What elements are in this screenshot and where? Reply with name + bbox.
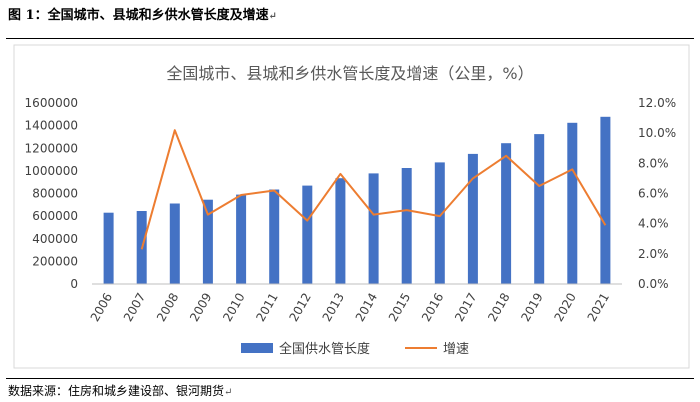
bottom-rule [6,378,694,379]
y-left-tick-label: 800000 [32,187,78,201]
bar-2014 [368,173,379,284]
line-series [140,129,607,250]
y-right-tick-label: 2.0% [638,247,669,261]
legend: 全国供水管长度 增速 [241,341,469,357]
legend-line-label: 增速 [443,342,469,357]
y-left-tick-label: 0 [70,277,78,291]
bar-2013 [335,178,346,284]
bar-2018 [501,143,512,284]
bar-2021 [600,116,611,284]
chart-title: 全国城市、县城和乡供水管长度及增速（公里，%） [166,64,533,83]
y-right-tick-label: 0.0% [638,277,669,291]
y-left-tick-label: 1000000 [25,164,78,178]
y-right-tick-label: 8.0% [638,156,669,170]
bar-2009 [202,199,213,284]
bar-2011 [269,189,280,284]
bar-2020 [567,122,578,284]
bar-2017 [467,153,478,284]
bar-2016 [434,162,445,284]
y-left-tick-label: 200000 [32,254,78,268]
paragraph-mark-icon: ↵ [224,387,233,398]
y-left-tick-label: 1200000 [25,141,78,155]
y-right-tick-label: 12.0% [638,96,676,110]
figure-caption-text: 图 1：全国城市、县城和乡供水管长度及增速 [8,8,269,23]
source-note: 数据来源：住房和城乡建设部、银河期货↵ [8,382,232,399]
bar-2008 [169,203,180,284]
figure-caption: 图 1：全国城市、县城和乡供水管长度及增速↵ [8,4,277,23]
bar-2019 [534,134,545,284]
bar-2012 [302,185,313,284]
bar-series [103,116,611,284]
top-rule [6,38,694,39]
y-left-tick-label: 600000 [32,209,78,223]
y-left-tick-label: 400000 [32,232,78,246]
bar-2006 [103,212,114,284]
y-right-tick-label: 6.0% [638,187,669,201]
bar-2010 [236,194,247,284]
legend-bar-label: 全国供水管长度 [279,341,370,357]
y-left-tick-label: 1400000 [25,119,78,133]
legend-bar-swatch [241,343,273,353]
y-left-tick-label: 1600000 [25,96,78,110]
y-right-tick-label: 4.0% [638,217,669,231]
bar-2015 [401,168,412,284]
source-note-text: 数据来源：住房和城乡建设部、银河期货 [8,384,225,398]
paragraph-mark-icon: ↵ [268,11,277,22]
growth-line [140,129,607,250]
y-right-tick-label: 10.0% [638,126,676,140]
